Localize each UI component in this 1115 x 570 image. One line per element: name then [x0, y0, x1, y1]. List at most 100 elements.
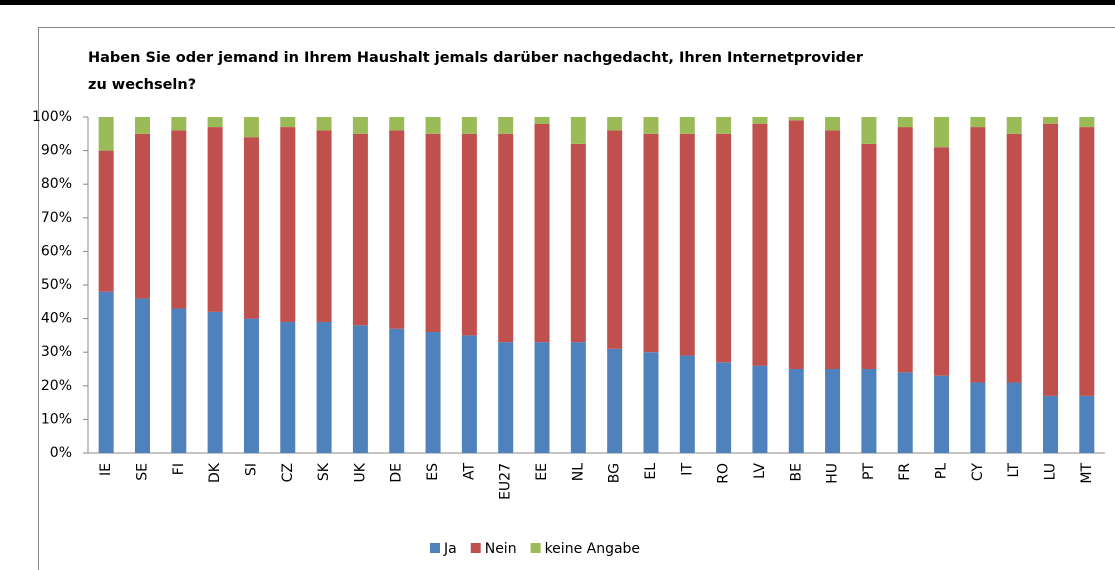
bar-segment [970, 117, 986, 128]
bar-segment [171, 308, 187, 453]
bar-segment [498, 342, 514, 453]
bar-segment [425, 133, 441, 333]
bar-segment [1006, 133, 1022, 383]
x-tick-label: CZ [280, 463, 296, 482]
bar-segment [207, 311, 223, 453]
top-rule [0, 0, 1115, 5]
chart-title: zu wechseln? [88, 77, 196, 93]
x-tick-label: IT [679, 463, 695, 476]
bar-segment [679, 117, 695, 134]
bar-segment [897, 117, 913, 128]
bar-segment [934, 147, 950, 376]
bar-segment [98, 150, 114, 292]
bar-segment [389, 130, 405, 329]
x-tick-label: SK [316, 462, 332, 481]
legend-swatch [530, 543, 541, 553]
bar-segment [752, 123, 768, 366]
y-tick-label: 10% [41, 411, 72, 427]
x-tick-label: DK [207, 462, 223, 483]
y-tick-label: 100% [32, 109, 72, 125]
bar-segment [207, 117, 223, 128]
x-tick-label: FR [897, 463, 913, 481]
x-tick-label: NL [570, 463, 586, 481]
bar-segment [788, 369, 804, 453]
y-tick-label: 50% [41, 277, 72, 293]
bar-segment [171, 117, 187, 131]
bar-segment [280, 127, 296, 322]
bar-segment [389, 328, 405, 453]
bar-segment [752, 365, 768, 453]
bar-segment [352, 133, 368, 326]
y-tick-label: 0% [50, 445, 72, 461]
bar-segment [134, 117, 150, 134]
legend-swatch [430, 543, 440, 553]
bar-segment [498, 117, 514, 134]
bar-segment [970, 127, 986, 383]
bar-segment [207, 127, 223, 312]
y-tick-label: 70% [41, 210, 72, 226]
bar-segment [316, 321, 332, 453]
bar-segment [970, 382, 986, 453]
y-tick-label: 60% [41, 243, 72, 259]
bar-segment [98, 291, 114, 453]
x-tick-label: HU [825, 463, 841, 484]
x-tick-label: RO [716, 463, 732, 484]
x-tick-label: ES [425, 463, 441, 481]
bar-segment [788, 117, 804, 121]
bar-segment [98, 117, 114, 151]
bar-segment [897, 372, 913, 453]
bar-segment [461, 335, 477, 453]
bar-segment [1043, 117, 1059, 124]
bar-segment [825, 369, 841, 453]
bar-segment [861, 369, 877, 453]
bar-segment [243, 318, 259, 453]
bar-segment [752, 117, 768, 124]
bar-segment [1079, 127, 1095, 396]
bar-segment [716, 362, 732, 453]
x-tick-label: PL [934, 463, 950, 479]
x-tick-label: PT [861, 463, 877, 480]
bar-segment [498, 133, 514, 343]
bar-segment [461, 117, 477, 134]
y-tick-label: 90% [41, 143, 72, 159]
legend-label: Ja [443, 541, 457, 557]
bar-segment [1006, 382, 1022, 453]
x-tick-label: SI [243, 463, 259, 476]
bar-segment [280, 321, 296, 453]
bar-segment [352, 325, 368, 453]
y-tick-label: 20% [41, 378, 72, 394]
x-tick-label: IE [98, 463, 114, 476]
bar-segment [1043, 395, 1059, 453]
bar-segment [534, 123, 550, 343]
bar-segment [461, 133, 477, 336]
bar-segment [788, 120, 804, 369]
x-tick-label: AT [461, 463, 477, 480]
x-tick-label: EL [643, 463, 659, 480]
bar-segment [607, 348, 623, 453]
bar-segment [1043, 123, 1059, 396]
x-tick-label: LV [752, 463, 768, 479]
bar-segment [352, 117, 368, 134]
bar-segment [643, 117, 659, 134]
legend-swatch [470, 543, 481, 553]
x-tick-label: DE [389, 463, 405, 483]
bar-segment [934, 117, 950, 148]
x-tick-label: EU27 [498, 463, 514, 500]
bar-segment [679, 133, 695, 356]
bar-segment [134, 133, 150, 299]
bar-segment [570, 342, 586, 453]
bar-segment [134, 298, 150, 453]
bar-segment [316, 130, 332, 322]
y-tick-label: 40% [41, 311, 72, 327]
y-tick-label: 80% [41, 176, 72, 192]
chart-title: Haben Sie oder jemand in Ihrem Haushalt … [88, 50, 864, 66]
legend-label: Nein [485, 541, 517, 557]
bar-segment [1079, 117, 1095, 128]
bar-segment [280, 117, 296, 128]
bar-segment [171, 130, 187, 309]
bar-segment [716, 133, 732, 363]
y-tick-label: 30% [41, 344, 72, 360]
bar-segment [1006, 117, 1022, 134]
bar-segment [570, 143, 586, 343]
